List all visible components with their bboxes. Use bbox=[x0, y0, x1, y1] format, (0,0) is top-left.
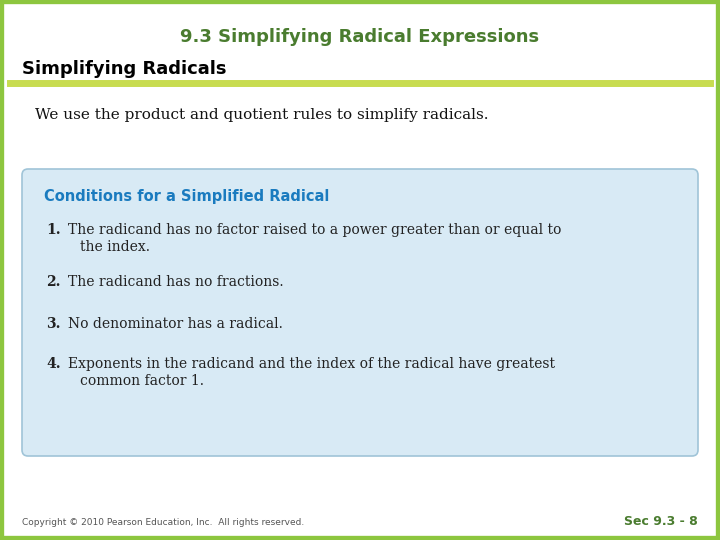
Text: Exponents in the radicand and the index of the radical have greatest: Exponents in the radicand and the index … bbox=[68, 357, 555, 371]
FancyBboxPatch shape bbox=[22, 169, 698, 456]
Text: Simplifying Radicals: Simplifying Radicals bbox=[22, 60, 227, 78]
Text: No denominator has a radical.: No denominator has a radical. bbox=[68, 317, 283, 331]
Text: Conditions for a Simplified Radical: Conditions for a Simplified Radical bbox=[44, 189, 329, 204]
Text: 2.: 2. bbox=[46, 275, 60, 289]
Text: the index.: the index. bbox=[80, 240, 150, 254]
Text: The radicand has no factor raised to a power greater than or equal to: The radicand has no factor raised to a p… bbox=[68, 223, 562, 237]
Text: Copyright © 2010 Pearson Education, Inc.  All rights reserved.: Copyright © 2010 Pearson Education, Inc.… bbox=[22, 518, 305, 527]
Text: The radicand has no fractions.: The radicand has no fractions. bbox=[68, 275, 284, 289]
Text: 9.3 Simplifying Radical Expressions: 9.3 Simplifying Radical Expressions bbox=[181, 28, 539, 46]
Text: common factor 1.: common factor 1. bbox=[80, 374, 204, 388]
Text: Sec 9.3 - 8: Sec 9.3 - 8 bbox=[624, 515, 698, 528]
Text: 1.: 1. bbox=[46, 223, 60, 237]
Text: 3.: 3. bbox=[46, 317, 60, 331]
Text: 4.: 4. bbox=[46, 357, 60, 371]
Text: We use the product and quotient rules to simplify radicals.: We use the product and quotient rules to… bbox=[35, 108, 488, 122]
